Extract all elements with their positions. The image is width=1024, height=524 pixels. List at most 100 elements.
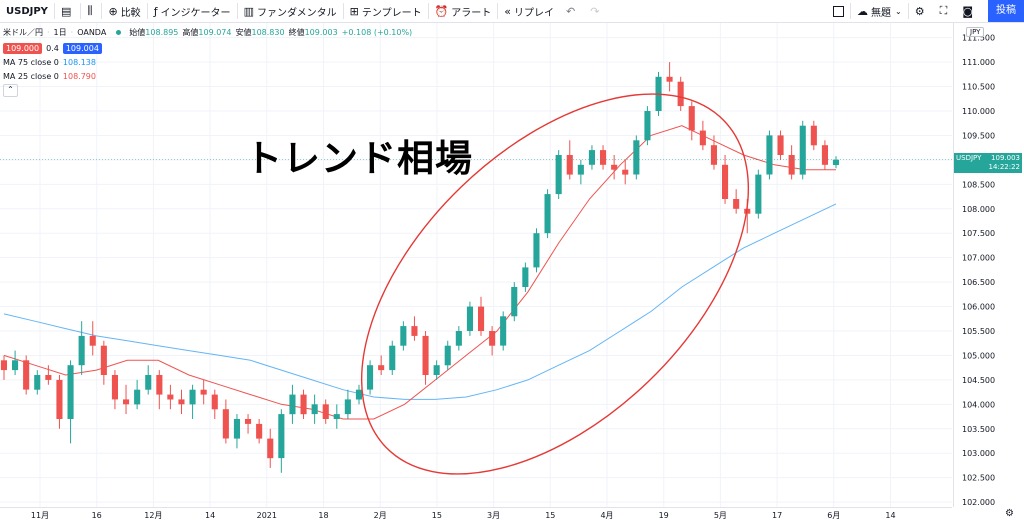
bar-chart-icon: ▥: [243, 4, 254, 18]
toolbar-divider: [907, 3, 909, 19]
alert-button[interactable]: ⏰ アラート: [429, 0, 498, 22]
toolbar-divider: [342, 3, 344, 19]
candle: [311, 394, 318, 424]
interval-button[interactable]: ▤: [55, 0, 80, 22]
price-axis-labels: 111.500111.000110.500110.000109.500109.0…: [962, 34, 995, 507]
price-axis[interactable]: 111.500 111.000 110.500 110.000 109.500 109.0…: [953, 23, 1024, 507]
trend-annotation-text[interactable]: トレンド相場: [245, 137, 473, 180]
legend-divider: ·: [70, 27, 74, 37]
templates-label: テンプレート: [361, 7, 422, 19]
compare-label: 比較: [120, 7, 141, 19]
toolbar-divider: [850, 3, 852, 19]
ma75-line: [3, 203, 837, 400]
candle: [0, 355, 7, 380]
undo-icon: ↶: [566, 4, 576, 18]
ma25-legend[interactable]: MA 25 close 0 108.790: [3, 69, 412, 83]
candle: [211, 389, 218, 419]
y-tick-label: 102.500: [962, 474, 995, 483]
camera-icon: ◙: [962, 4, 973, 18]
candle: [666, 62, 673, 92]
plus-circle-icon: ⊕: [108, 4, 118, 18]
last-price-symbol-text: USDJPY: [956, 153, 982, 162]
indicators-button[interactable]: ƒ インジケーター: [148, 0, 237, 22]
candle: [156, 370, 163, 410]
y-tick-label: 107.000: [962, 254, 995, 263]
time-axis[interactable]: 11月 16 12月 14 2021 18 2月 15 3月 15 4月 19 5月 17 6月 14: [0, 507, 952, 522]
candle: [289, 384, 296, 424]
candle: [200, 379, 207, 405]
layout-button[interactable]: [827, 0, 850, 22]
snapshot-button[interactable]: ◙: [956, 0, 982, 22]
y-tick-label: 105.000: [962, 351, 995, 360]
toolbar-divider: [101, 3, 103, 19]
y-tick-label: 106.500: [962, 278, 995, 287]
candle: [178, 389, 185, 415]
candle: [12, 350, 19, 375]
y-tick-label: 103.500: [962, 425, 995, 434]
x-tick-label: 4月: [600, 511, 613, 520]
candle: [478, 296, 485, 336]
candle: [267, 428, 274, 468]
x-tick-label: 3月: [487, 511, 500, 520]
compare-button[interactable]: ⊕ 比較: [102, 0, 146, 22]
candle: [245, 414, 252, 434]
toolbar-divider: [427, 3, 429, 19]
sell-button[interactable]: 109.000: [3, 42, 43, 54]
candle: [378, 355, 385, 375]
bar-countdown: 14:22:22: [988, 162, 1020, 171]
candle: [189, 384, 196, 419]
candle: [611, 155, 618, 180]
legend-source: OANDA: [77, 27, 107, 37]
candle: [533, 228, 540, 273]
ma75-legend[interactable]: MA 75 close 0 108.138: [3, 55, 412, 69]
redo-button[interactable]: ↷: [584, 0, 608, 22]
undo-button[interactable]: ↶: [560, 0, 584, 22]
currency-button[interactable]: JPY: [966, 27, 985, 37]
toolbar-divider: [497, 3, 499, 19]
legend-interval: 1日: [53, 27, 67, 37]
symbol-search[interactable]: USDJPY: [6, 5, 48, 17]
chart-type-button[interactable]: ⫼: [81, 0, 101, 22]
publish-button[interactable]: 投稿: [988, 0, 1024, 22]
square-icon: [833, 5, 845, 17]
calendar-icon: ▤: [61, 4, 72, 18]
toolbar-divider: [80, 3, 82, 19]
candle: [555, 150, 562, 199]
price-chart[interactable]: [0, 23, 952, 507]
candle: [367, 360, 374, 395]
candle: [566, 140, 573, 180]
last-price-value: 109.003: [991, 153, 1020, 162]
axis-settings-button[interactable]: ⚙: [1005, 508, 1014, 519]
templates-button[interactable]: ⊞ テンプレート: [344, 0, 428, 22]
candle: [411, 316, 418, 341]
templates-icon: ⊞: [349, 4, 359, 18]
candle: [710, 135, 717, 170]
save-layout-button[interactable]: ☁ 無題 ⌄: [851, 0, 908, 22]
candle: [111, 370, 118, 410]
replay-button[interactable]: «リプレイ: [498, 0, 560, 22]
candle: [577, 159, 584, 185]
y-tick-label: 109.500: [962, 131, 995, 140]
market-status-dot: [116, 29, 122, 35]
x-tick-label: 11月: [31, 511, 49, 520]
candle: [134, 379, 141, 410]
toolbar-divider: [54, 3, 55, 19]
candle: [588, 145, 595, 170]
fundamentals-button[interactable]: ▥ ファンダメンタル: [238, 0, 343, 22]
collapse-legend-button[interactable]: ⌃: [3, 83, 18, 97]
candle: [300, 389, 307, 419]
indicators-label: インジケーター: [160, 7, 231, 19]
candle: [755, 169, 762, 219]
candle: [466, 301, 473, 336]
x-tick-label: 17: [772, 511, 782, 520]
candle: [489, 326, 496, 356]
last-price-badge: USDJPY 109.003 14:22:22: [954, 152, 1022, 173]
candle: [167, 384, 174, 410]
y-tick-label: 110.500: [962, 83, 995, 92]
buy-button[interactable]: 109.004: [62, 42, 102, 54]
y-tick-label: 104.000: [962, 400, 995, 409]
settings-button[interactable]: ⚙: [909, 0, 934, 22]
candle: [333, 404, 340, 429]
fullscreen-button[interactable]: ⛶: [934, 0, 957, 22]
y-tick-label: 111.000: [962, 58, 995, 67]
